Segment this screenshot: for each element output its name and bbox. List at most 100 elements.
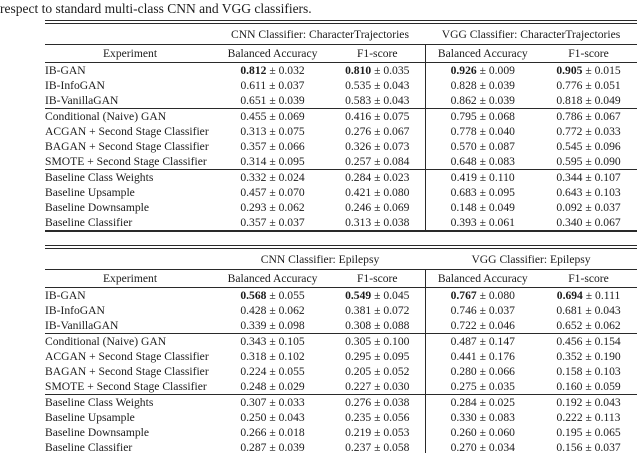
- table-row: Baseline Upsample 0.457 ± 0.070 0.421 ± 0.…: [45, 185, 637, 200]
- table-row: Baseline Classifier 0.357 ± 0.037 0.313 ± …: [45, 215, 637, 231]
- metric-value: 0.148 ± 0.049: [424, 200, 540, 215]
- table-row: Baseline Downsample 0.266 ± 0.018 0.219 ± …: [45, 425, 637, 440]
- metric-value: 0.284 ± 0.023: [330, 169, 425, 185]
- metric-value: 0.786 ± 0.067: [540, 108, 638, 124]
- column-header-f1-score: F1-score: [330, 269, 426, 288]
- metric-mean: 0.778: [450, 125, 477, 138]
- table-caption: respect to standard multi-class CNN and …: [0, 1, 312, 16]
- metric-value: 0.248 ± 0.029: [240, 380, 305, 393]
- metric-value: 0.456 ± 0.154: [540, 333, 638, 349]
- metric-value: 0.643 ± 0.103: [556, 186, 621, 199]
- metric-mean: 0.549: [345, 289, 372, 302]
- metric-mean: 0.767: [450, 289, 477, 302]
- metric-mean: 0.681: [556, 304, 583, 317]
- column-header-f1-score: F1-score: [540, 44, 638, 63]
- metric-mean: 0.318: [240, 350, 267, 363]
- metric-value: 0.812 ± 0.032: [240, 64, 305, 77]
- experiment-name: IB-VanillaGAN: [45, 94, 119, 107]
- metric-value: 0.683 ± 0.095: [424, 185, 540, 200]
- metric-mean: 0.284: [450, 396, 477, 409]
- metric-value: 0.549 ± 0.045: [345, 289, 410, 302]
- metric-value: 0.195 ± 0.065: [556, 426, 621, 439]
- table-row: BAGAN + Second Stage Classifier 0.224 ± 0…: [45, 364, 637, 379]
- metric-value: 0.545 ± 0.096: [556, 140, 621, 153]
- metric-mean: 0.293: [240, 201, 267, 214]
- metric-value: 0.343 ± 0.105: [215, 333, 330, 349]
- experiment-name: Baseline Classifier: [45, 441, 133, 453]
- metric-value: 0.746 ± 0.037: [424, 303, 541, 318]
- metric-value: 0.381 ± 0.072: [345, 304, 410, 317]
- metric-mean: 0.250: [240, 411, 267, 424]
- metric-mean: 0.257: [345, 155, 372, 168]
- metric-mean: 0.352: [556, 350, 583, 363]
- metric-value: 0.276 ± 0.038: [330, 394, 426, 410]
- column-header-balanced-accuracy: Balanced Accuracy: [215, 269, 330, 288]
- metric-value: 0.828 ± 0.039: [424, 78, 540, 93]
- metric-mean: 0.545: [556, 140, 583, 153]
- metric-value: 0.222 ± 0.113: [556, 411, 621, 424]
- metric-mean: 0.568: [240, 289, 267, 302]
- metric-mean: 0.416: [345, 110, 372, 123]
- table-body: IB-GAN 0.568 ± 0.055 0.549 ± 0.045 0.767 ± …: [45, 287, 638, 453]
- metric-mean: 0.905: [556, 64, 583, 77]
- metric-mean: 0.219: [345, 426, 372, 439]
- metric-mean: 0.648: [450, 155, 477, 168]
- metric-value: 0.776 ± 0.051: [556, 79, 621, 92]
- metric-mean: 0.156: [556, 441, 583, 453]
- metric-mean: 0.419: [450, 171, 477, 184]
- metric-mean: 0.810: [345, 64, 372, 77]
- experiment-name: BAGAN + Second Stage Classifier: [45, 365, 209, 378]
- metric-value: 0.305 ± 0.100: [330, 333, 426, 349]
- metric-value: 0.092 ± 0.037: [556, 201, 621, 214]
- metric-mean: 0.287: [240, 441, 267, 453]
- table-row: ACGAN + Second Stage Classifier 0.318 ± 0…: [45, 349, 637, 364]
- metric-mean: 0.340: [556, 216, 583, 229]
- metric-mean: 0.643: [556, 186, 583, 199]
- metric-mean: 0.235: [345, 411, 372, 424]
- experiment-name: IB-InfoGAN: [45, 79, 105, 92]
- table-body: IB-GAN 0.812 ± 0.032 0.810 ± 0.035 0.926 ± …: [45, 62, 638, 231]
- experiment-name: BAGAN + Second Stage Classifier: [45, 140, 209, 153]
- table-row: IB-VanillaGAN 0.339 ± 0.098 0.308 ± 0.088 0…: [45, 318, 637, 334]
- metric-mean: 0.776: [556, 79, 583, 92]
- experiment-name: Baseline Upsample: [45, 411, 135, 424]
- metric-value: 0.535 ± 0.043: [345, 79, 410, 92]
- metric-value: 0.862 ± 0.039: [424, 93, 540, 109]
- experiment-name: IB-GAN: [45, 289, 86, 302]
- metric-value: 0.284 ± 0.025: [424, 394, 541, 410]
- metric-value: 0.428 ± 0.062: [240, 304, 305, 317]
- metric-value: 0.340 ± 0.067: [556, 216, 621, 229]
- metric-value: 0.595 ± 0.090: [556, 155, 621, 168]
- experiment-name: Baseline Class Weights: [45, 394, 215, 410]
- metric-value: 0.648 ± 0.083: [424, 154, 540, 170]
- metric-mean: 0.652: [556, 319, 583, 332]
- metric-value: 0.487 ± 0.147: [424, 333, 541, 349]
- experiment-name: Baseline Downsample: [45, 201, 149, 214]
- metric-mean: 0.651: [240, 94, 267, 107]
- metric-mean: 0.284: [345, 171, 372, 184]
- metric-mean: 0.266: [240, 426, 267, 439]
- metric-value: 0.421 ± 0.080: [345, 186, 410, 199]
- table-row: Conditional (Naive) GAN 0.455 ± 0.069 0.41…: [45, 108, 638, 124]
- experiment-name: IB-VanillaGAN: [45, 319, 119, 332]
- metric-mean: 0.926: [450, 64, 477, 77]
- metric-value: 0.326 ± 0.073: [345, 140, 410, 153]
- column-header-f1-score: F1-score: [540, 269, 638, 288]
- metric-value: 0.357 ± 0.037: [240, 216, 305, 229]
- experiment-name: ACGAN + Second Stage Classifier: [45, 125, 209, 138]
- metric-value: 0.767 ± 0.080: [424, 287, 541, 303]
- metric-value: 0.357 ± 0.066: [240, 140, 305, 153]
- metric-value: 0.160 ± 0.059: [556, 380, 621, 393]
- metric-value: 0.280 ± 0.066: [424, 364, 541, 379]
- table-row: Baseline Class Weights 0.307 ± 0.033 0.276…: [45, 394, 638, 410]
- results-table-charactertrajectories: CNN Classifier: CharacterTrajectories VG…: [45, 20, 638, 232]
- metric-value: 0.778 ± 0.040: [424, 124, 540, 139]
- vgg-classifier-header: VGG Classifier: Epilepsy: [425, 247, 638, 270]
- metric-value: 0.308 ± 0.088: [345, 319, 410, 332]
- metric-value: 0.192 ± 0.043: [540, 394, 638, 410]
- metric-value: 0.455 ± 0.069: [215, 108, 330, 124]
- metric-value: 0.156 ± 0.037: [556, 441, 621, 453]
- experiment-name: ACGAN + Second Stage Classifier: [45, 350, 209, 363]
- empty-cell: [45, 22, 215, 45]
- metric-mean: 0.421: [345, 186, 372, 199]
